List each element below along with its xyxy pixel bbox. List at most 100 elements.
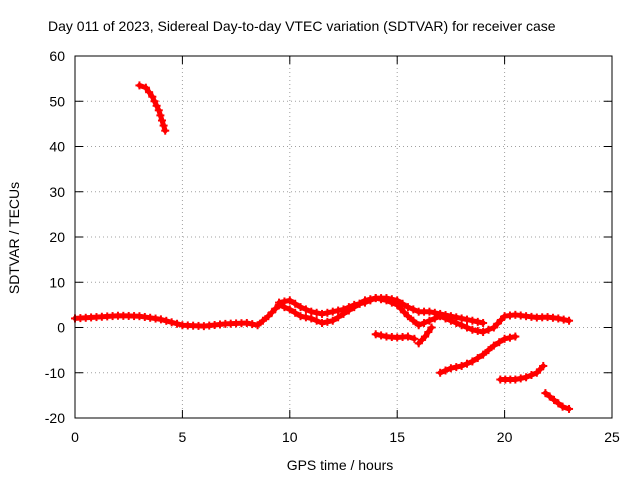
data-point-marker [425,316,434,325]
data-point-marker [468,316,477,325]
data-point-marker [473,317,482,326]
data-point-marker [344,303,353,312]
x-tick-label: 0 [71,429,79,445]
data-point-marker [409,305,418,314]
data-point-marker [505,333,514,342]
x-tick-label: 25 [604,429,620,445]
data-point-marker [312,308,321,317]
data-point-marker [154,106,163,115]
data-point-marker [541,389,550,398]
data-point-marker [291,299,300,308]
data-point-marker [135,81,144,90]
data-point-marker [565,404,574,413]
data-point-marker [318,309,327,318]
chart-title: Day 011 of 2023, Sidereal Day-to-day VTE… [48,18,556,34]
data-point-marker [489,341,498,350]
data-point-marker [473,354,482,363]
y-axis-label: SDTVAR / TECUs [6,181,22,295]
data-point-marker [554,399,563,408]
data-point-marker [414,321,423,330]
data-point-marker [152,101,161,110]
data-point-marker [242,318,251,327]
data-point-marker [516,374,525,383]
data-point-marker [558,402,567,411]
data-point-marker [403,312,412,321]
data-point-marker [334,313,343,322]
data-point-marker [539,361,548,370]
y-tick-label: -20 [45,410,65,426]
data-point-marker [473,326,482,335]
data-point-marker [409,316,418,325]
data-point-marker [484,346,493,355]
data-point-marker [323,308,332,317]
data-point-marker [495,338,504,347]
data-point-marker [328,307,337,316]
data-point-marker [339,305,348,314]
data-point-marker [159,121,168,130]
data-point-marker [307,307,316,316]
data-point-marker [323,317,332,326]
data-point-marker [479,318,488,327]
data-point-marker [527,371,536,380]
data-point-marker [468,325,477,334]
data-point-marker [275,298,284,307]
data-point-marker [141,83,150,92]
data-point-marker [350,300,359,309]
data-point-marker [301,305,310,314]
data-point-marker [484,325,493,334]
data-point-marker [436,309,445,318]
axis-ticks: -20 -10 0 10 20 30 40 50 60 0 5 10 15 20 25 [45,48,620,445]
data-point-marker [559,315,568,324]
data-point-marker [253,321,262,330]
data-point-marker [452,363,461,372]
data-point-marker [398,299,407,308]
data-point-marker [312,316,321,325]
data-point-marker [463,315,472,324]
x-tick-label: 10 [282,429,298,445]
y-tick-label: -10 [45,365,65,381]
data-point-marker [427,323,436,332]
y-tick-label: 60 [49,48,65,64]
grid-lines [75,56,612,418]
data-point-marker [161,126,170,135]
data-point-marker [258,316,267,325]
data-point-marker [545,392,554,401]
data-point-marker [156,111,165,120]
data-point-marker [145,88,154,97]
y-tick-label: 20 [49,229,65,245]
data-point-marker [424,328,433,337]
data-point-marker [430,308,439,317]
data-point-marker [441,366,450,375]
x-tick-label: 20 [497,429,513,445]
y-tick-label: 0 [57,320,65,336]
data-point-marker [377,331,386,340]
data-point-marker [522,373,531,382]
data-point-marker [285,305,294,314]
data-point-marker [296,312,305,321]
data-point-marker [173,319,182,328]
data-point-marker [511,332,520,341]
data-point-marker [148,92,157,101]
data-point-marker [280,297,289,306]
data-point-marker [565,316,574,325]
data-point-marker [468,357,477,366]
data-point-marker [318,318,327,327]
y-tick-label: 50 [49,93,65,109]
data-point-marker [301,313,310,322]
data-point-marker [420,318,429,327]
data-point-marker [403,303,412,312]
data-point-marker [371,330,380,339]
data-point-marker [334,306,343,315]
data-point-marker [463,323,472,332]
data-point-marker [156,315,165,324]
data-point-marker [403,332,412,341]
data-point-marker [500,334,509,343]
data-point-marker [307,314,316,323]
data-point-marker [446,364,455,373]
data-point-marker [550,395,559,404]
data-point-marker [360,298,369,307]
data-point-marker [248,320,257,329]
x-tick-label: 5 [179,429,187,445]
data-point-marker [457,314,466,323]
